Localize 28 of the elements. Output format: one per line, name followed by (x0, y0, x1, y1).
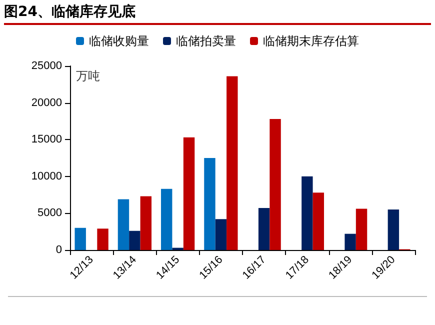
legend-label: 临储期末库存估算 (263, 34, 359, 48)
y-tick-label: 15000 (31, 134, 62, 146)
bar (74, 228, 86, 250)
y-tick-label: 0 (56, 244, 62, 256)
y-axis-title: 万吨 (76, 69, 100, 83)
bar (344, 234, 356, 250)
bar (312, 192, 324, 250)
legend-label: 临储收购量 (89, 34, 149, 48)
y-tick-label: 25000 (31, 60, 62, 72)
bar (270, 118, 281, 250)
bar (302, 176, 313, 250)
y-tick-label: 10000 (31, 170, 62, 182)
y-tick-label: 5000 (38, 207, 62, 220)
bar (258, 208, 270, 250)
bar (140, 196, 152, 250)
bar (118, 199, 130, 250)
bar (226, 76, 238, 250)
bar (388, 210, 400, 250)
bar (129, 230, 140, 250)
bar (183, 137, 195, 250)
bar (204, 158, 216, 250)
bar (160, 188, 172, 250)
bar (356, 208, 368, 250)
chart-title: 图24、临储库存见底 (4, 3, 136, 21)
bar (215, 219, 227, 250)
bar (97, 228, 108, 250)
legend-label: 临储拍卖量 (176, 34, 236, 48)
y-tick-label: 20000 (31, 96, 62, 109)
